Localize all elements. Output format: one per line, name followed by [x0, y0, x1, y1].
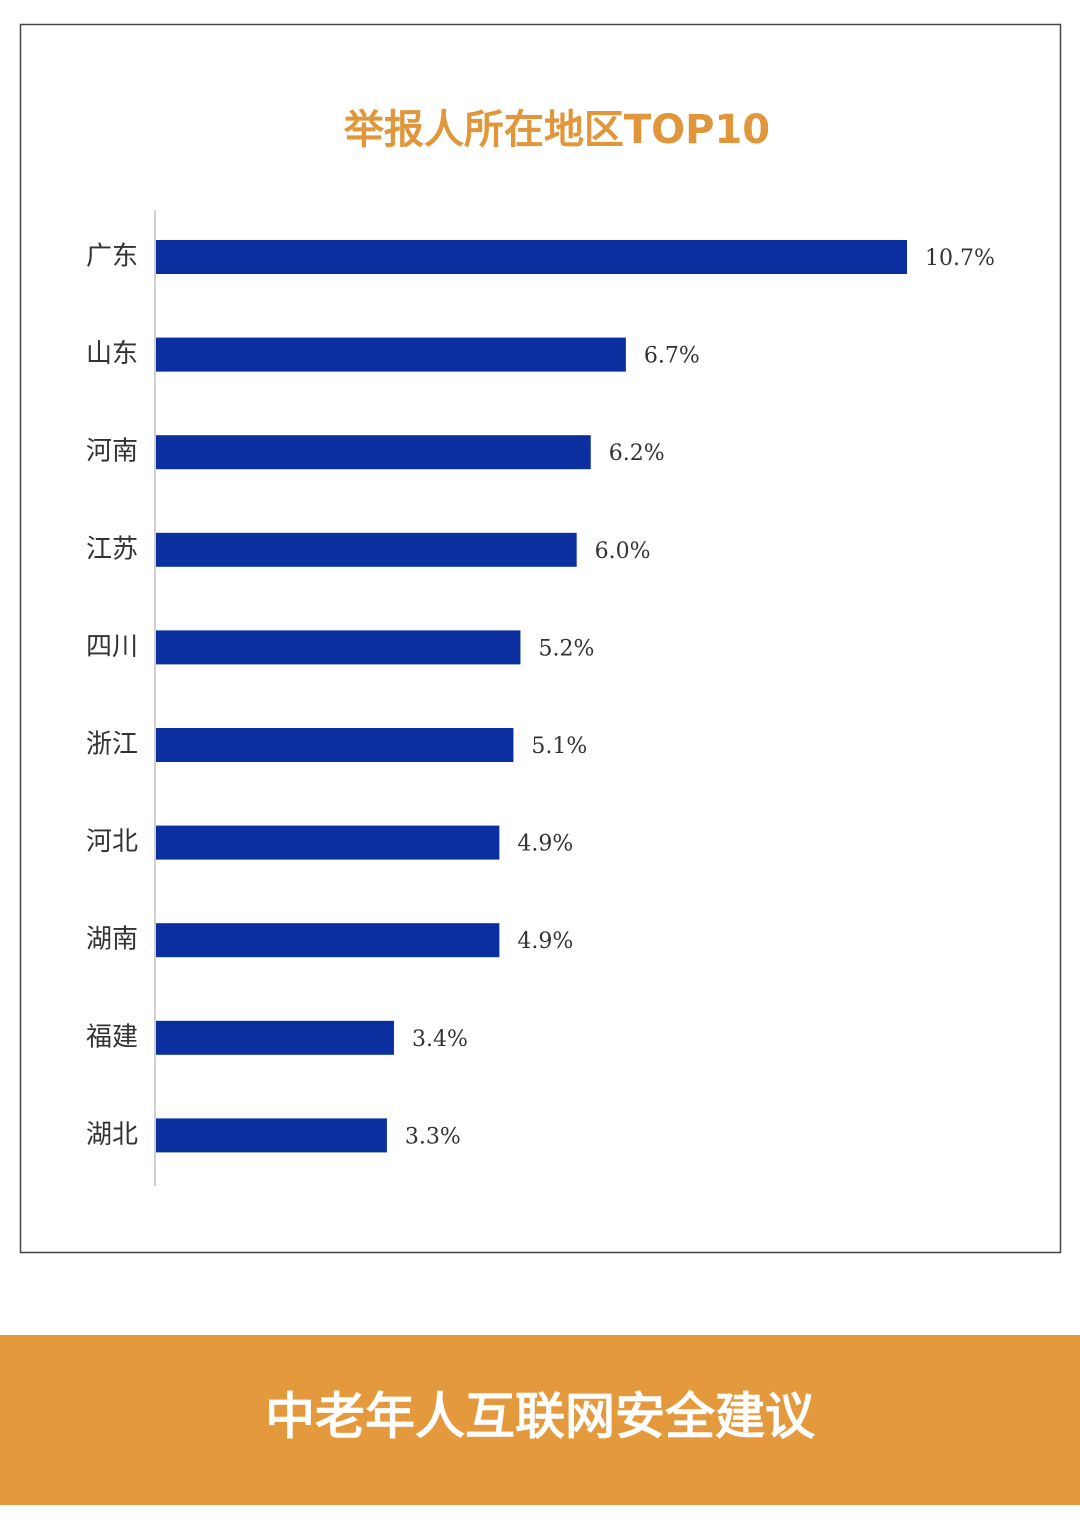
category-label: 河南 — [86, 437, 138, 467]
category-label: 河北 — [86, 827, 138, 857]
category-label: 四川 — [86, 632, 138, 662]
category-label: 湖北 — [86, 1120, 138, 1150]
category-label: 福建 — [86, 1022, 138, 1052]
bar — [156, 435, 591, 470]
value-label: 3.4% — [412, 1027, 468, 1052]
value-label: 3.3% — [405, 1124, 461, 1149]
category-label: 浙江 — [86, 730, 138, 760]
value-label: 6.2% — [609, 441, 665, 466]
category-label: 广东 — [86, 242, 138, 272]
banner-text: 中老年人互联网安全建议 — [265, 1388, 816, 1446]
bar — [156, 240, 907, 274]
bar — [156, 532, 577, 567]
category-label: 湖南 — [86, 925, 138, 955]
bar — [156, 630, 521, 665]
bar — [156, 825, 500, 860]
bar — [156, 923, 500, 958]
value-label: 4.9% — [517, 929, 573, 954]
value-label: 10.7% — [925, 246, 995, 271]
bar — [156, 1020, 394, 1055]
category-label: 山东 — [86, 339, 138, 369]
bar — [156, 337, 626, 372]
chart-title: 举报人所在地区TOP10 — [343, 107, 770, 153]
value-label: 5.2% — [538, 636, 594, 661]
bar — [156, 1118, 387, 1153]
bar — [156, 728, 514, 762]
value-label: 4.9% — [517, 832, 573, 857]
value-label: 6.7% — [644, 344, 700, 369]
value-label: 6.0% — [595, 539, 651, 564]
banner — [0, 1335, 1080, 1505]
category-label: 江苏 — [86, 534, 138, 564]
value-label: 5.1% — [531, 734, 587, 759]
